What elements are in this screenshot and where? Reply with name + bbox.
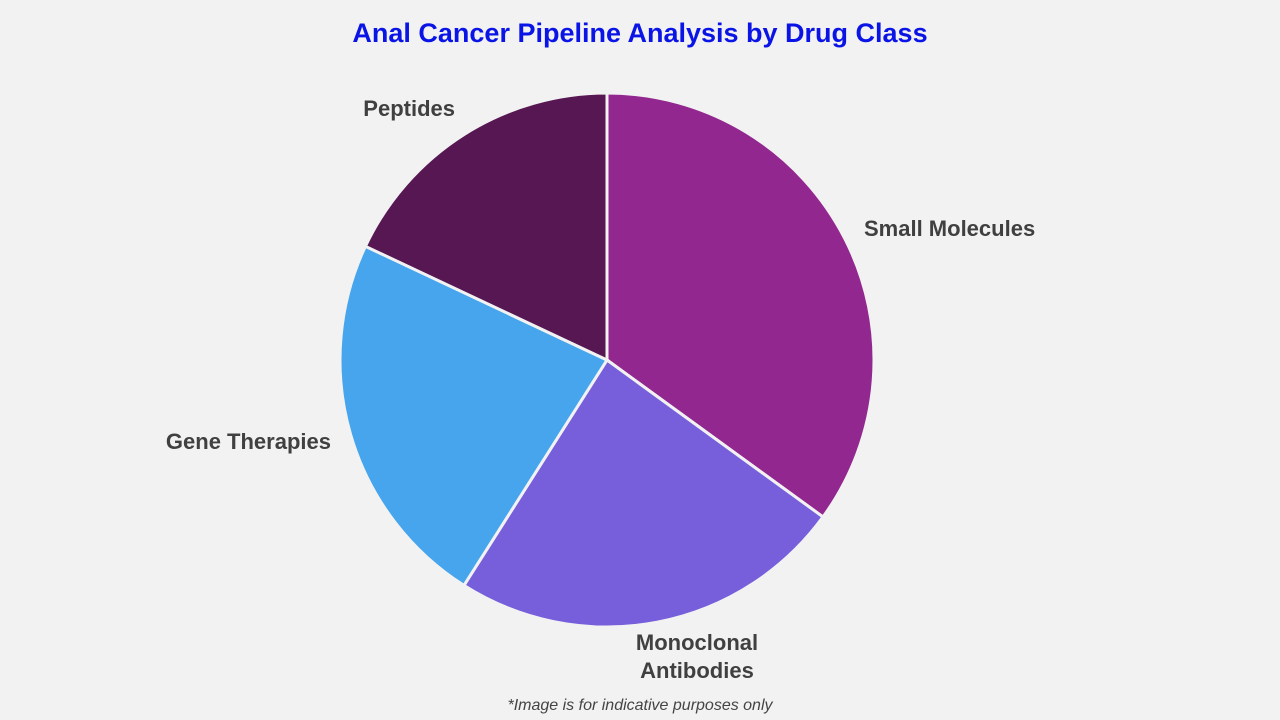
slice-label: Peptides [363, 96, 455, 121]
footnote: *Image is for indicative purposes only [507, 697, 773, 714]
pie-slice-peptides [363, 91, 609, 363]
pie-slice-gene-therapies [338, 244, 610, 588]
slice-label: Small Molecules [864, 216, 1035, 241]
slice-label: Monoclonal Antibodies [636, 630, 758, 683]
slice-label: Gene Therapies [166, 429, 331, 454]
chart-title: Anal Cancer Pipeline Analysis by Drug Cl… [352, 18, 928, 48]
pie-slice-monoclonal-antibodies [461, 357, 826, 629]
pie-slice-small-molecules [605, 91, 876, 520]
